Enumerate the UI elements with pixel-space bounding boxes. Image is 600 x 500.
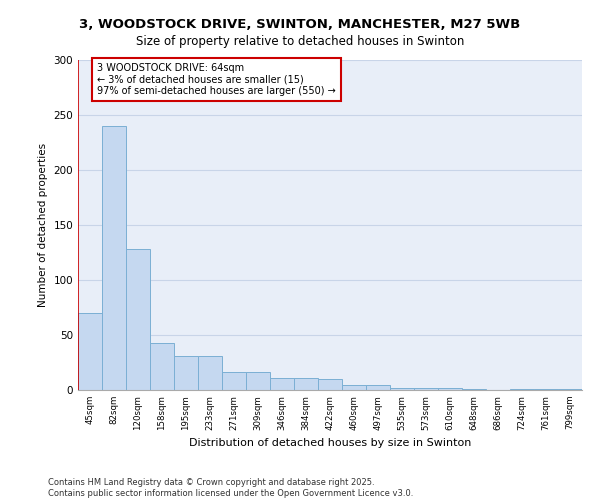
Bar bbox=[198, 356, 222, 390]
Y-axis label: Number of detached properties: Number of detached properties bbox=[38, 143, 48, 307]
Bar bbox=[342, 384, 366, 390]
Bar bbox=[462, 389, 486, 390]
Text: Contains HM Land Registry data © Crown copyright and database right 2025.
Contai: Contains HM Land Registry data © Crown c… bbox=[48, 478, 413, 498]
Bar bbox=[150, 342, 174, 390]
Bar bbox=[534, 389, 558, 390]
Bar bbox=[126, 249, 150, 390]
Bar bbox=[438, 388, 462, 390]
Bar bbox=[174, 356, 198, 390]
Bar bbox=[558, 389, 582, 390]
Bar bbox=[270, 378, 294, 390]
Bar bbox=[510, 389, 534, 390]
Bar bbox=[366, 384, 390, 390]
Bar bbox=[102, 126, 126, 390]
Text: 3 WOODSTOCK DRIVE: 64sqm
← 3% of detached houses are smaller (15)
97% of semi-de: 3 WOODSTOCK DRIVE: 64sqm ← 3% of detache… bbox=[97, 64, 336, 96]
Bar bbox=[414, 388, 438, 390]
Bar bbox=[318, 379, 342, 390]
Bar bbox=[294, 378, 318, 390]
Text: 3, WOODSTOCK DRIVE, SWINTON, MANCHESTER, M27 5WB: 3, WOODSTOCK DRIVE, SWINTON, MANCHESTER,… bbox=[79, 18, 521, 30]
Text: Size of property relative to detached houses in Swinton: Size of property relative to detached ho… bbox=[136, 35, 464, 48]
Bar bbox=[222, 372, 246, 390]
X-axis label: Distribution of detached houses by size in Swinton: Distribution of detached houses by size … bbox=[189, 438, 471, 448]
Bar bbox=[390, 388, 414, 390]
Bar bbox=[246, 372, 270, 390]
Bar bbox=[78, 313, 102, 390]
